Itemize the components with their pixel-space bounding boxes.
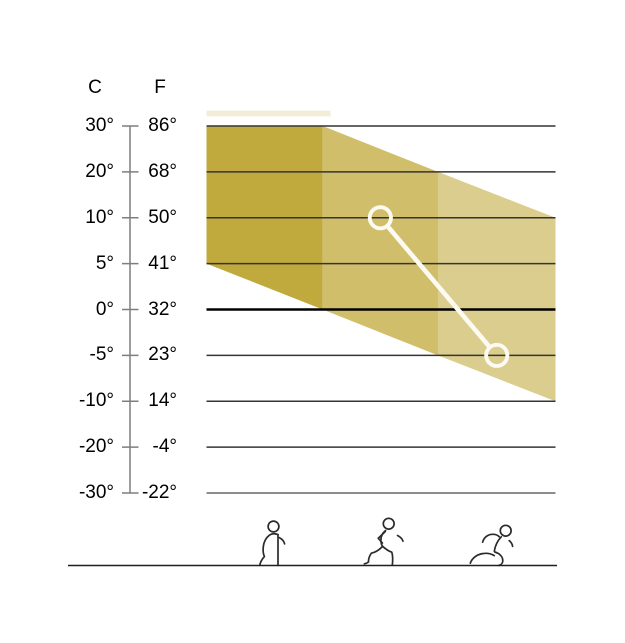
jogging-icon (363, 517, 404, 567)
marker-connector-line (386, 225, 491, 348)
c-scale-label: -10° (78, 390, 114, 412)
zone-jogging (322, 126, 438, 356)
c-scale-label: 5° (95, 252, 114, 274)
f-scale-label: -4° (152, 436, 178, 458)
c-scale-label: -20° (78, 436, 114, 458)
marker-circle-jogging (367, 205, 393, 231)
c-scale-label: -5° (89, 344, 115, 366)
f-scale-label: 14° (148, 390, 177, 412)
c-scale-label: 0° (95, 298, 114, 320)
f-scale-label: -22° (141, 482, 177, 503)
c-scale-label: -30° (78, 482, 114, 503)
f-scale-label: 68° (148, 160, 177, 182)
gridlines (206, 125, 556, 494)
temperature-axis (122, 125, 139, 494)
band-fade-strip (206, 110, 331, 117)
zone-running (438, 171, 556, 402)
c-scale-label: 10° (85, 206, 114, 228)
running-icon (469, 524, 514, 567)
f-scale-label: 23° (148, 344, 177, 366)
c-scale-label: 30° (85, 115, 114, 136)
activity-icons (258, 517, 514, 567)
range-markers (367, 205, 510, 368)
fahrenheit-header: F (154, 77, 166, 98)
c-scale-label: 20° (85, 160, 114, 182)
walking-icon (258, 520, 286, 567)
f-scale-label: 86° (148, 115, 177, 136)
celsius-header: C (88, 77, 102, 98)
f-scale-label: 32° (148, 298, 177, 320)
f-scale-label: 41° (148, 252, 177, 274)
f-scale-label: 50° (148, 206, 177, 228)
marker-circle-running (484, 342, 510, 368)
